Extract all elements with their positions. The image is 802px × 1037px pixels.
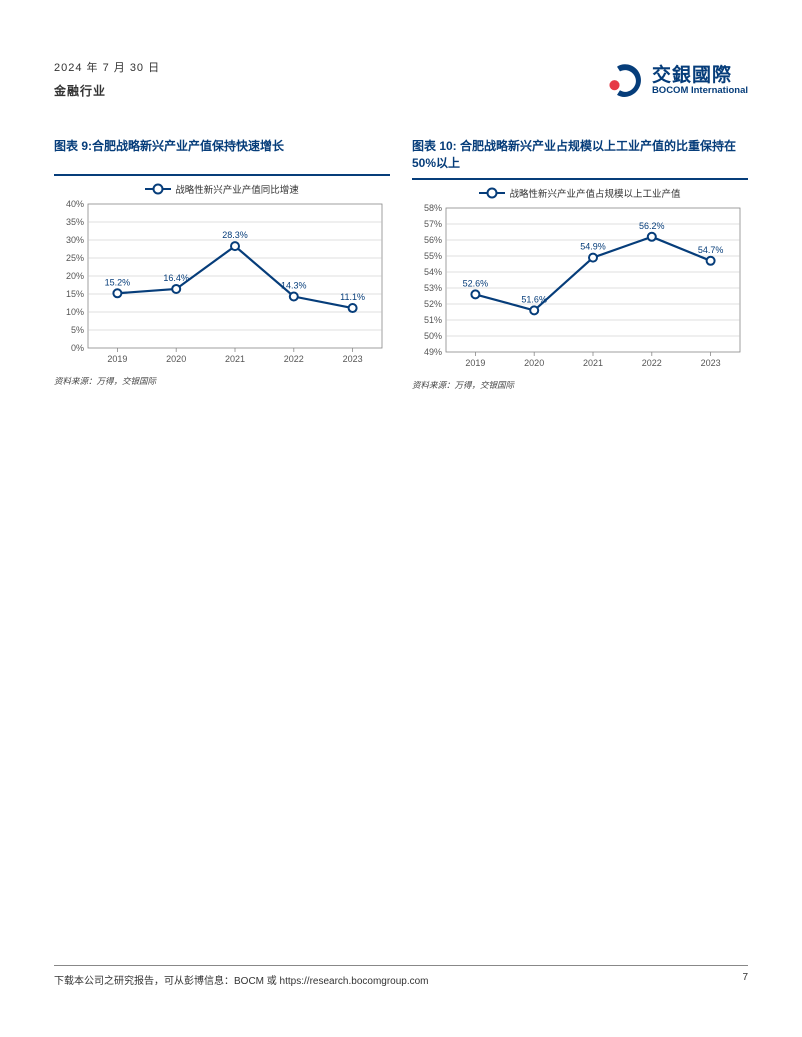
svg-text:14.3%: 14.3% (281, 281, 307, 291)
svg-text:52%: 52% (424, 299, 442, 309)
chart-10-legend: 战略性新兴产业产值占规模以上工业产值 (412, 186, 748, 200)
chart-9-title: 图表 9:合肥战略新兴产业产值保持快速增长 (54, 138, 390, 176)
chart-9-legend: 战略性新兴产业产值同比增速 (54, 182, 390, 196)
page-footer: 下载本公司之研究报告，可从彭博信息：BOCM 或 https://researc… (54, 965, 748, 987)
charts-row: 图表 9:合肥战略新兴产业产值保持快速增长 战略性新兴产业产值同比增速 0% 5%… (54, 138, 748, 391)
svg-text:0%: 0% (71, 343, 84, 353)
svg-text:30%: 30% (66, 235, 84, 245)
footer-text: 下载本公司之研究报告，可从彭博信息：BOCM 或 https://researc… (54, 972, 429, 987)
page-number: 7 (742, 972, 748, 987)
svg-text:57%: 57% (424, 219, 442, 229)
chart-10-plot: 49% 50% 51% 52% 53% 54% 55% 56% 57% 58% 2019 2020 20… (412, 202, 748, 372)
svg-text:2019: 2019 (465, 358, 485, 368)
svg-text:28.3%: 28.3% (222, 230, 248, 240)
chart-9-legend-label: 战略性新兴产业产值同比增速 (175, 182, 299, 196)
logo-en: BOCOM International (652, 86, 748, 96)
logo-cn: 交銀國際 (652, 66, 748, 86)
svg-text:35%: 35% (66, 217, 84, 227)
svg-text:5%: 5% (71, 325, 84, 335)
svg-text:54.9%: 54.9% (580, 241, 606, 251)
chart-9-source: 资料来源：万得，交银国际 (54, 375, 390, 387)
header-left: 2024 年 7 月 30 日 金融行业 (54, 60, 160, 101)
legend-marker-icon (479, 188, 505, 198)
page-header: 2024 年 7 月 30 日 金融行业 交銀國際 BOCOM Internat… (54, 60, 748, 102)
svg-text:15%: 15% (66, 289, 84, 299)
svg-text:2023: 2023 (343, 354, 363, 364)
svg-text:51%: 51% (424, 315, 442, 325)
svg-text:20%: 20% (66, 271, 84, 281)
svg-text:56.2%: 56.2% (639, 220, 665, 230)
svg-text:56%: 56% (424, 235, 442, 245)
svg-text:53%: 53% (424, 283, 442, 293)
chart-9: 图表 9:合肥战略新兴产业产值保持快速增长 战略性新兴产业产值同比增速 0% 5%… (54, 138, 390, 391)
svg-text:49%: 49% (424, 347, 442, 357)
chart-10-source: 资料来源：万得，交银国际 (412, 379, 748, 391)
svg-text:15.2%: 15.2% (105, 277, 131, 287)
svg-text:50%: 50% (424, 331, 442, 341)
svg-text:54%: 54% (424, 267, 442, 277)
svg-text:51.6%: 51.6% (521, 294, 547, 304)
svg-text:2021: 2021 (225, 354, 245, 364)
svg-text:11.1%: 11.1% (340, 292, 365, 302)
sector-label: 金融行业 (54, 82, 160, 101)
chart-9-plot: 0% 5% 10% 15% 20% 25% 30% 35% 40% 2019 2020 2021 202… (54, 198, 390, 368)
chart-10-title: 图表 10: 合肥战略新兴产业占规模以上工业产值的比重保持在 50%以上 (412, 138, 748, 180)
company-logo: 交銀國際 BOCOM International (604, 60, 748, 102)
svg-text:16.4%: 16.4% (163, 273, 189, 283)
svg-text:2020: 2020 (166, 354, 186, 364)
chart-10: 图表 10: 合肥战略新兴产业占规模以上工业产值的比重保持在 50%以上 战略性… (412, 138, 748, 391)
chart-10-legend-label: 战略性新兴产业产值占规模以上工业产值 (509, 186, 680, 200)
legend-marker-icon (145, 184, 171, 194)
svg-text:2020: 2020 (524, 358, 544, 368)
svg-text:58%: 58% (424, 203, 442, 213)
svg-text:55%: 55% (424, 251, 442, 261)
svg-text:52.6%: 52.6% (463, 278, 489, 288)
logo-icon (604, 60, 646, 102)
svg-text:2022: 2022 (642, 358, 662, 368)
svg-text:25%: 25% (66, 253, 84, 263)
svg-text:54.7%: 54.7% (698, 244, 724, 254)
svg-text:2022: 2022 (284, 354, 304, 364)
logo-text: 交銀國際 BOCOM International (652, 66, 748, 96)
svg-text:2021: 2021 (583, 358, 603, 368)
report-date: 2024 年 7 月 30 日 (54, 60, 160, 78)
svg-text:10%: 10% (66, 307, 84, 317)
svg-text:2023: 2023 (701, 358, 721, 368)
svg-text:40%: 40% (66, 199, 84, 209)
svg-text:2019: 2019 (107, 354, 127, 364)
